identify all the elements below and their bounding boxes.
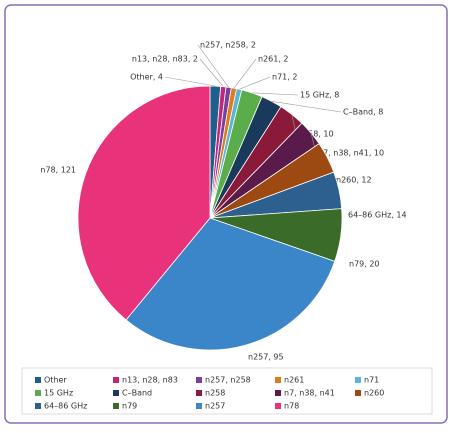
legend-swatch bbox=[355, 377, 361, 383]
legend-label: Other bbox=[44, 376, 67, 385]
legend-swatch bbox=[275, 390, 281, 396]
leader-line bbox=[164, 76, 216, 87]
legend-label: n261 bbox=[284, 376, 304, 385]
legend-label: n79 bbox=[122, 402, 137, 411]
legend-swatch bbox=[35, 377, 41, 383]
legend-label: C–Band bbox=[122, 389, 152, 398]
legend-swatch bbox=[355, 390, 361, 396]
legend-label: n258 bbox=[205, 389, 225, 398]
legend-swatch bbox=[196, 390, 202, 396]
legend-label: n7, n38, n41 bbox=[284, 389, 335, 398]
legend-label: n13, n28, n83 bbox=[122, 376, 178, 385]
pie-slice bbox=[125, 217, 336, 351]
legend-swatch bbox=[113, 403, 119, 409]
legend-swatch bbox=[196, 377, 202, 383]
legend-swatch bbox=[35, 390, 41, 396]
data-label: n261, 2 bbox=[258, 55, 289, 64]
legend-label: 15 GHz bbox=[44, 389, 73, 398]
data-label: n79, 20 bbox=[349, 260, 380, 269]
legend-label: n257, n258 bbox=[205, 376, 251, 385]
leader-line bbox=[252, 92, 299, 96]
leader-line bbox=[197, 44, 229, 88]
legend-swatch bbox=[113, 377, 119, 383]
legend-box bbox=[21, 367, 433, 415]
legend-swatch bbox=[196, 403, 202, 409]
data-label: n13, n28, n83, 2 bbox=[132, 55, 198, 64]
leader-line bbox=[233, 58, 257, 89]
data-label: n258, 10 bbox=[298, 130, 334, 139]
legend-label: 64–86 GHz bbox=[44, 402, 87, 411]
data-label: n257, 95 bbox=[248, 353, 284, 362]
legend-label: n78 bbox=[284, 402, 299, 411]
legend-swatch bbox=[113, 390, 119, 396]
data-label: n71, 2 bbox=[272, 73, 297, 82]
pie-slice bbox=[77, 85, 211, 321]
data-label: n78, 121 bbox=[40, 166, 76, 175]
leader-line bbox=[239, 76, 271, 90]
legend-label: n260 bbox=[364, 389, 384, 398]
data-label: 15 GHz, 8 bbox=[300, 91, 339, 100]
leader-line bbox=[271, 101, 342, 113]
data-label: 64–86 GHz, 14 bbox=[348, 211, 407, 220]
data-label: n257, n258, 2 bbox=[200, 41, 256, 50]
data-label: Other, 4 bbox=[130, 73, 163, 82]
leader-line bbox=[199, 58, 224, 87]
data-label: n260, 12 bbox=[336, 176, 372, 185]
data-label: n7, n38, n41, 10 bbox=[318, 149, 384, 158]
legend-swatch bbox=[35, 403, 41, 409]
legend-swatch bbox=[275, 403, 281, 409]
legend-label: n257 bbox=[205, 402, 225, 411]
data-label: C–Band, 8 bbox=[343, 108, 383, 117]
legend-label: n71 bbox=[364, 376, 379, 385]
legend-swatch bbox=[275, 377, 281, 383]
